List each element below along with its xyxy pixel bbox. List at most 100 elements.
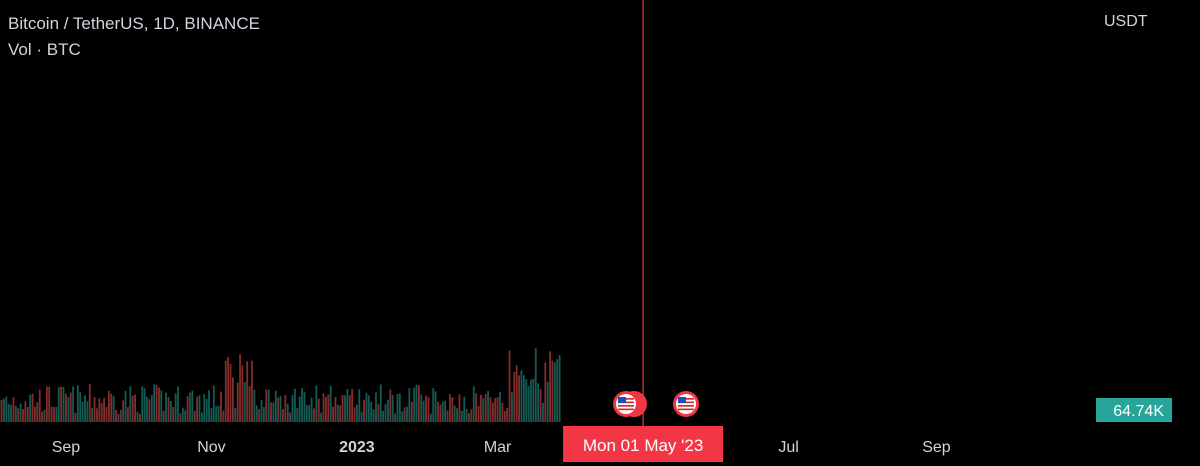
volume-bar [184,410,187,422]
volume-bar [236,382,239,422]
volume-bar [463,396,466,422]
volume-bar [322,393,325,422]
symbol-title[interactable]: Bitcoin / TetherUS, 1D, BINANCE [8,14,260,33]
volume-bar [503,411,506,422]
volume-bar [446,410,449,422]
volume-bar [98,398,101,422]
us-flag-event-icon[interactable] [673,391,699,417]
volume-bar [119,409,122,422]
volume-bar [36,402,39,422]
volume-bar [19,403,22,422]
volume-bar [394,413,396,422]
volume-bar [262,407,265,422]
us-flag-event-icon[interactable] [613,391,647,417]
volume-bar [162,410,165,422]
volume-bar [336,404,339,422]
volume-bar [100,403,103,422]
event-markers[interactable] [613,391,699,417]
volume-bar [79,392,82,422]
volume-bar [10,405,12,422]
volume-bar [177,386,179,422]
volume-bar [243,382,246,422]
volume-bar [57,387,60,422]
volume-bar [205,398,208,422]
price-axis[interactable]: USDT20000.0016000.0013000.0010500.003830… [1096,0,1192,422]
volume-bar [358,389,361,422]
volume-bar [198,395,201,422]
volume-bar [518,375,520,422]
volume-bar [527,386,530,422]
volume-bar [26,407,29,422]
currency-label: USDT [1104,13,1148,30]
volume-value-tag[interactable]: 64.74K [1096,398,1172,422]
volume-bar [511,392,513,422]
volume-bar [174,393,177,422]
volume-bar [267,389,270,422]
volume-bar [501,402,504,422]
time-axis-label: Mar [484,439,512,456]
time-axis-label: Sep [922,439,951,456]
volume-bar [377,403,380,422]
volume-bar [215,406,218,422]
volume-bar [34,406,36,422]
volume-bar [422,400,425,422]
volume-bar [146,396,148,422]
volume-bars [0,348,561,422]
volume-bar [370,401,373,422]
volume-bar [74,412,77,422]
volume-bar [286,403,289,422]
volume-bar [534,348,537,422]
volume-bar [320,412,323,422]
volume-bar [115,409,117,422]
volume-bar [0,399,3,422]
volume-bar [179,413,182,422]
volume-bar [413,387,416,422]
volume-bar [477,405,480,422]
volume-bar [480,394,482,422]
volume-bar [351,388,354,422]
volume-bar [420,394,423,422]
price-levels [642,0,644,432]
volume-bar [103,397,105,422]
volume-bar [553,362,556,422]
volume-bar [229,363,232,422]
volume-bar [165,392,168,422]
volume-bar [12,397,15,422]
volume-bar [107,390,110,422]
crosshair-date-tag[interactable]: Mon 01 May '23 [563,426,724,462]
volume-bar [520,370,523,422]
volume-bar [48,386,51,422]
volume-bar [212,385,215,422]
volume-bar [169,400,172,422]
volume-bar [472,386,475,422]
volume-bar [69,392,72,422]
volume-bar [88,384,91,422]
volume-bar [444,400,447,422]
volume-bar [38,389,41,422]
volume-bar [513,371,516,422]
volume-bar [224,360,227,422]
time-axis[interactable]: Sep Nov 2023 Mar Jul Sep Mon 01 May '23 [52,426,951,462]
volume-bar [289,412,292,422]
volume-bar [117,413,120,422]
volume-bar [122,400,125,422]
volume-bar [432,388,435,422]
volume-bar [339,405,342,422]
volume-bar [231,377,234,422]
volume-bar [384,403,387,422]
volume-bar [403,407,406,422]
volume-bar [296,407,299,422]
volume-bar [208,390,210,422]
volume-bar [489,397,492,422]
volume-bar [398,393,401,422]
volume-bar [410,401,413,422]
volume-bar [255,405,258,422]
volume-bar [222,410,225,422]
volume-bar [484,394,487,422]
time-axis-label: Nov [197,439,225,456]
volume-bar [315,385,318,422]
volume-bar [375,392,377,422]
volume-bar [241,365,244,422]
volume-bar [153,384,156,422]
